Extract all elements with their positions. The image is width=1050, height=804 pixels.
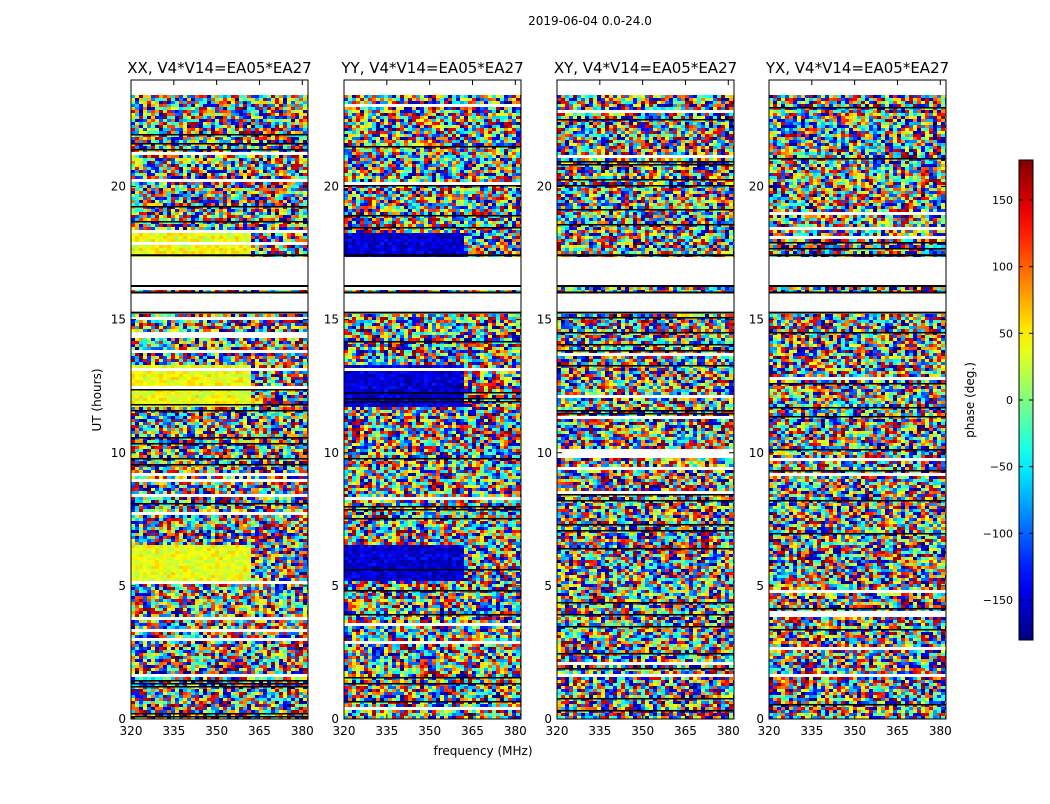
y-tick-label: 15 (111, 313, 126, 327)
x-tick-label: 320 (120, 724, 143, 738)
panel-title: YX, V4*V14=EA05*EA27 (765, 59, 949, 77)
panel-title: XY, V4*V14=EA05*EA27 (554, 59, 737, 77)
y-tick-label: 15 (749, 313, 764, 327)
heatmap-image (769, 95, 949, 719)
x-tick-label: 380 (504, 724, 527, 738)
y-tick-label: 5 (118, 579, 126, 593)
heatmap-image (344, 95, 524, 719)
y-tick-label: 5 (544, 579, 552, 593)
panel-3: YX, V4*V14=EA05*EA27 320 335 350 365 380 0 5 10 1… (749, 59, 952, 738)
x-tick-label: 350 (205, 724, 228, 738)
y-tick-label: 20 (537, 180, 552, 194)
y-tick-label: 20 (111, 180, 126, 194)
y-tick-label: 0 (331, 712, 339, 726)
x-axis-label: frequency (MHz) (433, 744, 532, 758)
x-tick-label: 365 (674, 724, 697, 738)
heatmap-image (557, 95, 737, 719)
x-tick-label: 335 (588, 724, 611, 738)
x-tick-label: 335 (800, 724, 823, 738)
x-tick-label: 320 (758, 724, 781, 738)
y-tick-label: 0 (544, 712, 552, 726)
y-tick-label: 15 (537, 313, 552, 327)
colorbar-tick-label: −50 (990, 461, 1013, 474)
panel-2: XY, V4*V14=EA05*EA27 320 335 350 365 380 0 5 10 1… (537, 59, 740, 738)
y-tick-label: 0 (756, 712, 764, 726)
colorbar-tick-label: −100 (983, 527, 1013, 540)
panel-title: YY, V4*V14=EA05*EA27 (340, 59, 523, 77)
panel-title: XX, V4*V14=EA05*EA27 (127, 59, 311, 77)
y-tick-label: 15 (324, 313, 339, 327)
colorbar: 150 100 50 0 −50 −100 −150 (983, 160, 1033, 640)
x-tick-label: 365 (886, 724, 909, 738)
y-tick-label: 5 (331, 579, 339, 593)
y-tick-label: 20 (324, 180, 339, 194)
panel-0: XX, V4*V14=EA05*EA27 320 335 350 365 380 0 5 10 1… (111, 59, 314, 738)
y-axis-label: UT (hours) (90, 368, 104, 431)
y-tick-label: 5 (756, 579, 764, 593)
x-tick-label: 380 (929, 724, 952, 738)
x-tick-label: 350 (631, 724, 654, 738)
x-tick-label: 335 (375, 724, 398, 738)
x-tick-label: 320 (546, 724, 569, 738)
figure-suptitle: 2019-06-04 0.0-24.0 (0, 14, 1050, 28)
x-tick-label: 365 (248, 724, 271, 738)
x-tick-label: 380 (717, 724, 740, 738)
y-tick-label: 0 (118, 712, 126, 726)
x-tick-label: 350 (843, 724, 866, 738)
colorbar-tick-label: 0 (1006, 394, 1013, 407)
y-tick-label: 10 (324, 446, 339, 460)
y-tick-label: 10 (111, 446, 126, 460)
colorbar-tick-label: 150 (992, 194, 1013, 207)
heatmap-image (131, 95, 311, 719)
panel-1: YY, V4*V14=EA05*EA27 320 335 350 365 380 0 5 10 1… (324, 59, 527, 738)
y-tick-label: 20 (749, 180, 764, 194)
colorbar-tick-label: 50 (999, 327, 1013, 340)
x-tick-label: 320 (333, 724, 356, 738)
colorbar-label: phase (deg.) (963, 362, 977, 438)
x-tick-label: 365 (461, 724, 484, 738)
y-tick-label: 10 (749, 446, 764, 460)
colorbar-tick-label: −150 (983, 594, 1013, 607)
colorbar-tick-label: 100 (992, 261, 1013, 274)
x-tick-label: 350 (418, 724, 441, 738)
x-tick-label: 380 (291, 724, 314, 738)
y-tick-label: 10 (537, 446, 552, 460)
x-tick-label: 335 (162, 724, 185, 738)
